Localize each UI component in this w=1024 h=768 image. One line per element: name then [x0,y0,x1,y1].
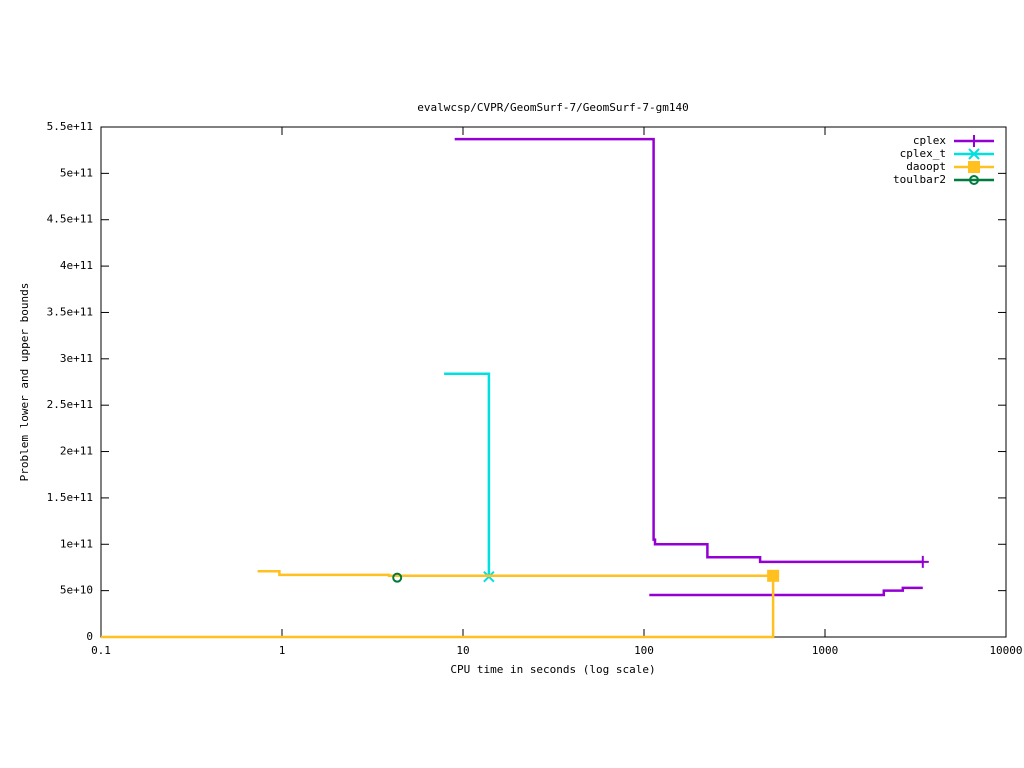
y-tick-label: 5e+11 [60,166,93,179]
y-tick-label: 4e+11 [60,259,93,272]
series-line [101,569,775,639]
x-axis-label: CPU time in seconds (log scale) [450,663,655,676]
marker [916,555,929,568]
y-tick-label: 0 [86,630,93,643]
x-tick-label: 0.1 [91,644,111,657]
series-line [454,137,923,597]
y-tick-label: 3e+11 [60,352,93,365]
y-tick-label: 2e+11 [60,445,93,458]
x-tick-label: 10 [456,644,469,657]
marker [968,161,980,173]
y-tick-label: 3.5e+11 [47,305,93,318]
legend-label: toulbar2 [893,173,946,186]
legend-label: cplex_t [900,147,946,160]
y-tick-label: 4.5e+11 [47,213,93,226]
legend-label: daoopt [906,160,946,173]
plot-border [100,126,1007,638]
y-tick-label: 5e+10 [60,584,93,597]
y-axis-label: Problem lower and upper bounds [18,283,31,482]
series-line [444,372,491,577]
marker [767,569,780,582]
x-tick-label: 10000 [989,644,1022,657]
y-tick-label: 2.5e+11 [47,398,93,411]
legend-label: cplex [913,134,946,147]
x-tick-label: 1 [279,644,286,657]
marker [968,135,980,147]
x-tick-label: 100 [634,644,654,657]
x-tick-label: 1000 [812,644,839,657]
marker [392,572,403,583]
marker [969,175,979,185]
marker [968,148,980,160]
y-tick-label: 1e+11 [60,537,93,550]
chart-title: evalwcsp/CVPR/GeomSurf-7/GeomSurf-7-gm14… [417,101,689,114]
y-tick-label: 1.5e+11 [47,491,93,504]
y-tick-label: 5.5e+11 [47,120,93,133]
